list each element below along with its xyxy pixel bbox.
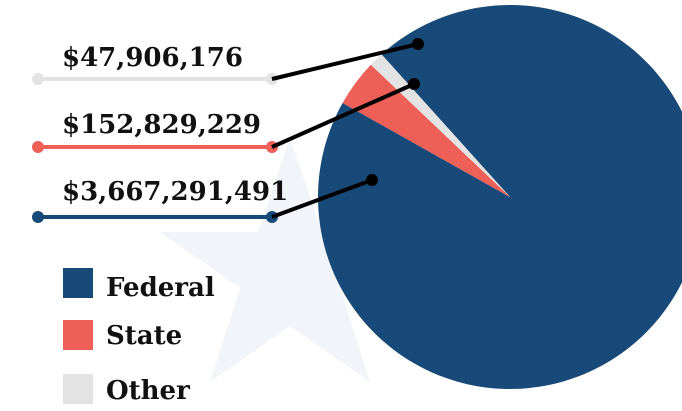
callout-anchor-federal: [366, 174, 378, 186]
pie-slice-other: [370, 54, 510, 197]
legend-label-other: Other: [106, 376, 190, 406]
callout-anchor-other: [412, 38, 424, 50]
pie-slices: [318, 5, 682, 389]
data-label-other: $47,906,176: [62, 43, 243, 73]
callout-leader-state: [271, 82, 415, 149]
callout-federal: $3,667,291,491: [32, 174, 378, 223]
legend-swatch-other: [63, 374, 93, 404]
callout-leader-other: [271, 42, 419, 81]
star-watermark: [160, 138, 420, 382]
callout-dot-state-left: [32, 141, 44, 153]
value-callouts: $47,906,176 $152,829,229 $3,667,291,491: [32, 38, 424, 223]
data-label-federal: $3,667,291,491: [62, 177, 288, 207]
legend-swatch-federal: [63, 268, 93, 298]
callout-anchor-state: [408, 78, 420, 90]
legend-label-state: State: [106, 321, 182, 351]
legend-label-federal: Federal: [106, 273, 215, 303]
legend-swatch-state: [63, 320, 93, 350]
callout-other: $47,906,176: [32, 38, 424, 85]
callout-dot-other-left: [32, 73, 44, 85]
callout-leader-federal: [271, 178, 373, 219]
legend: Federal State Other: [63, 268, 215, 406]
data-label-state: $152,829,229: [62, 110, 261, 140]
callout-dot-federal-left: [32, 211, 44, 223]
pie-slice-federal: [318, 5, 682, 389]
callout-state: $152,829,229: [32, 78, 420, 153]
